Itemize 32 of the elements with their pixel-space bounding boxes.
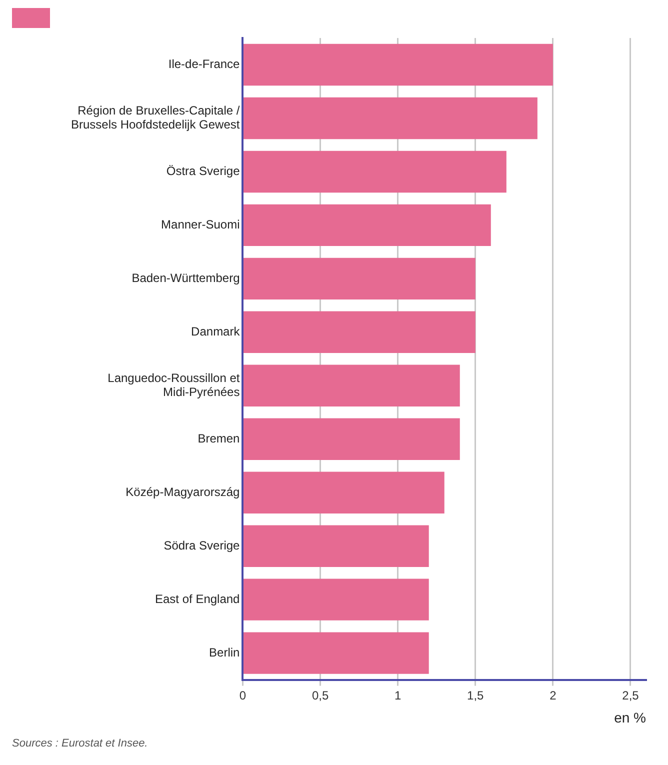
x-tick-label: 0 — [239, 688, 246, 702]
bar — [243, 97, 538, 140]
y-tick-label: Région de Bruxelles-Capitale / Brussels Hoofdstedelijk Gewest — [70, 103, 240, 132]
y-tick-label: Baden-Württemberg — [132, 270, 240, 285]
bar — [243, 418, 460, 460]
x-tick-label: 0,5 — [312, 688, 329, 702]
bar — [243, 204, 491, 246]
y-tick-label: Södra Sverige — [164, 538, 240, 552]
y-tick-label: Bremen — [198, 431, 240, 446]
y-tick-label: Ile-de-France — [168, 57, 240, 72]
bar — [243, 258, 476, 300]
source-note: Sources : Eurostat et Insee. — [12, 738, 148, 750]
x-tick-label: 1,5 — [467, 688, 484, 702]
x-tick-label: 1 — [394, 688, 402, 702]
bar — [243, 150, 506, 193]
x-tick-label: 2,5 — [622, 688, 640, 702]
y-tick-label: Östra Sverige — [166, 164, 240, 178]
bar — [243, 44, 553, 86]
y-tick-label: East of England — [155, 592, 240, 606]
y-tick-label: Berlin — [209, 645, 240, 660]
bar — [243, 472, 444, 514]
bar — [243, 311, 476, 354]
bar — [243, 578, 429, 620]
y-tick-label: Manner-Suomi — [161, 218, 240, 232]
y-tick-label: Danmark — [191, 324, 241, 338]
x-tick-label: 2 — [550, 688, 557, 702]
bar — [243, 525, 429, 567]
x-axis-title: en % — [614, 709, 646, 726]
bar — [243, 364, 460, 406]
y-tick-label: Közép-Magyarország — [126, 484, 240, 499]
bar — [243, 632, 429, 674]
y-tick-label: Languedoc-Roussillon et Midi-Pyrénées — [108, 370, 240, 400]
